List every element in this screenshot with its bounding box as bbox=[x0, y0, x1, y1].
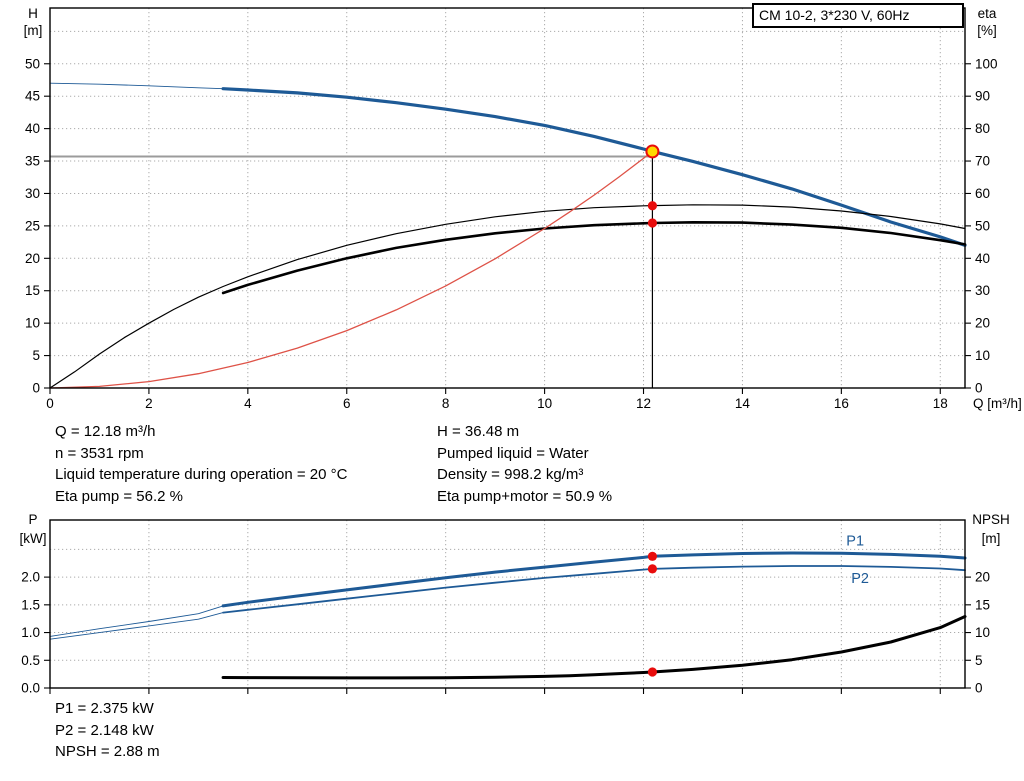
svg-text:30: 30 bbox=[25, 186, 40, 201]
x-axis-label: Q [m³/h] bbox=[973, 396, 1022, 411]
series-label-p2: P2 bbox=[851, 571, 869, 587]
operating-point-dot bbox=[647, 201, 658, 211]
svg-text:16: 16 bbox=[834, 396, 849, 411]
svg-text:20: 20 bbox=[975, 316, 990, 331]
head-curve bbox=[221, 87, 967, 247]
svg-text:30: 30 bbox=[975, 283, 990, 298]
svg-text:1.0: 1.0 bbox=[21, 625, 40, 640]
svg-text:40: 40 bbox=[25, 121, 40, 136]
info-eta-pump-motor: Eta pump+motor = 50.9 % bbox=[437, 487, 613, 505]
duty-info-right-column: H = 36.48 m Pumped liquid = Water Densit… bbox=[437, 421, 612, 507]
power-info-column: P1 = 2.375 kW P2 = 2.148 kW NPSH = 2.88 … bbox=[55, 698, 160, 763]
svg-text:40: 40 bbox=[975, 251, 990, 266]
svg-text:20: 20 bbox=[25, 251, 40, 266]
y-left-axis-title: H bbox=[28, 6, 38, 21]
info-p1: P1 = 2.375 kW bbox=[55, 700, 154, 717]
svg-text:20: 20 bbox=[975, 570, 990, 585]
operating-point-dot bbox=[647, 551, 658, 561]
y-right-axis-unit: [m] bbox=[982, 531, 1001, 546]
svg-text:100: 100 bbox=[975, 56, 998, 71]
svg-text:5: 5 bbox=[32, 348, 40, 363]
y-right-axis-title: NPSH bbox=[972, 512, 1010, 527]
svg-text:1.5: 1.5 bbox=[21, 597, 40, 612]
svg-text:80: 80 bbox=[975, 121, 990, 136]
svg-text:60: 60 bbox=[975, 186, 990, 201]
p2-curve bbox=[49, 612, 224, 640]
series-label-p1: P1 bbox=[846, 534, 864, 550]
y-left-axis-unit: [m] bbox=[24, 23, 43, 38]
p1-curve bbox=[221, 551, 967, 608]
svg-text:10: 10 bbox=[25, 316, 40, 331]
pump-model-box: CM 10-2, 3*230 V, 60Hz bbox=[752, 3, 964, 28]
npsh-curve bbox=[221, 615, 967, 680]
y-left-axis-title: P bbox=[28, 512, 37, 527]
svg-text:0: 0 bbox=[975, 681, 983, 696]
info-pumped-liquid: Pumped liquid = Water bbox=[437, 444, 589, 462]
svg-text:18: 18 bbox=[933, 396, 948, 411]
svg-text:5: 5 bbox=[975, 653, 983, 668]
p2-curve bbox=[222, 565, 966, 614]
info-flow: Q = 12.18 m³/h bbox=[55, 423, 156, 440]
svg-text:50: 50 bbox=[25, 56, 40, 71]
svg-text:15: 15 bbox=[975, 597, 990, 612]
info-p2: P2 = 2.148 kW bbox=[55, 721, 154, 739]
axis-tick-labels: 0.0 0.5 1.0 1.5 2.0 0 5 10 15 20 P [kW] NPSH [m] bbox=[20, 512, 1010, 696]
axis-ticks bbox=[44, 576, 971, 694]
svg-text:0: 0 bbox=[32, 381, 40, 396]
svg-text:45: 45 bbox=[25, 89, 40, 104]
y-right-axis-unit: [%] bbox=[977, 23, 997, 38]
svg-text:15: 15 bbox=[25, 283, 40, 298]
svg-text:50: 50 bbox=[975, 218, 990, 233]
axis-tick-labels: 0510152025303540455001020304050607080901… bbox=[24, 6, 1022, 411]
info-liquid-temperature: Liquid temperature during operation = 20… bbox=[55, 466, 348, 483]
svg-text:12: 12 bbox=[636, 396, 651, 411]
svg-text:10: 10 bbox=[975, 348, 990, 363]
head-curve bbox=[49, 82, 224, 90]
svg-text:0.0: 0.0 bbox=[21, 681, 40, 696]
svg-text:2: 2 bbox=[145, 396, 153, 411]
svg-text:70: 70 bbox=[975, 154, 990, 169]
p1-curve bbox=[49, 605, 224, 637]
info-density: Density = 998.2 kg/m³ bbox=[437, 466, 584, 483]
svg-text:90: 90 bbox=[975, 89, 990, 104]
plot-frame bbox=[49, 519, 966, 689]
svg-text:35: 35 bbox=[25, 154, 40, 169]
svg-text:4: 4 bbox=[244, 396, 252, 411]
svg-text:14: 14 bbox=[735, 396, 751, 411]
info-npsh: NPSH = 2.88 m bbox=[55, 743, 160, 760]
eta-pump-curve bbox=[49, 204, 966, 389]
svg-text:25: 25 bbox=[25, 218, 40, 233]
svg-text:0: 0 bbox=[975, 381, 983, 396]
svg-text:8: 8 bbox=[442, 396, 450, 411]
y-left-axis-unit: [kW] bbox=[20, 531, 47, 546]
gridlines bbox=[50, 520, 965, 688]
system-curve bbox=[49, 150, 654, 389]
svg-text:10: 10 bbox=[975, 625, 990, 640]
svg-text:6: 6 bbox=[343, 396, 351, 411]
duty-info-left-column: Q = 12.18 m³/h n = 3531 rpm Liquid tempe… bbox=[55, 421, 347, 507]
plot-frame bbox=[49, 7, 966, 389]
axis-ticks bbox=[44, 63, 971, 394]
eta-pump-motor-curve bbox=[221, 221, 967, 295]
info-speed: n = 3531 rpm bbox=[55, 444, 144, 462]
info-eta-pump: Eta pump = 56.2 % bbox=[55, 487, 183, 505]
operating-point-dot bbox=[647, 667, 658, 677]
duty-point-marker bbox=[645, 144, 660, 159]
svg-text:0.5: 0.5 bbox=[21, 653, 40, 668]
svg-text:10: 10 bbox=[537, 396, 552, 411]
power-npsh-chart: 0.0 0.5 1.0 1.5 2.0 0 5 10 15 20 P [kW] NPSH [m] P1 P2 bbox=[20, 512, 1010, 696]
svg-text:2.0: 2.0 bbox=[21, 570, 40, 585]
y-right-axis-title: eta bbox=[978, 6, 997, 21]
operating-point-dot bbox=[647, 218, 658, 228]
info-head: H = 36.48 m bbox=[437, 423, 520, 440]
svg-text:0: 0 bbox=[46, 396, 54, 411]
operating-point-dot bbox=[647, 564, 658, 574]
gridlines bbox=[50, 8, 965, 388]
hq-efficiency-chart: 0510152025303540455001020304050607080901… bbox=[24, 6, 1022, 411]
